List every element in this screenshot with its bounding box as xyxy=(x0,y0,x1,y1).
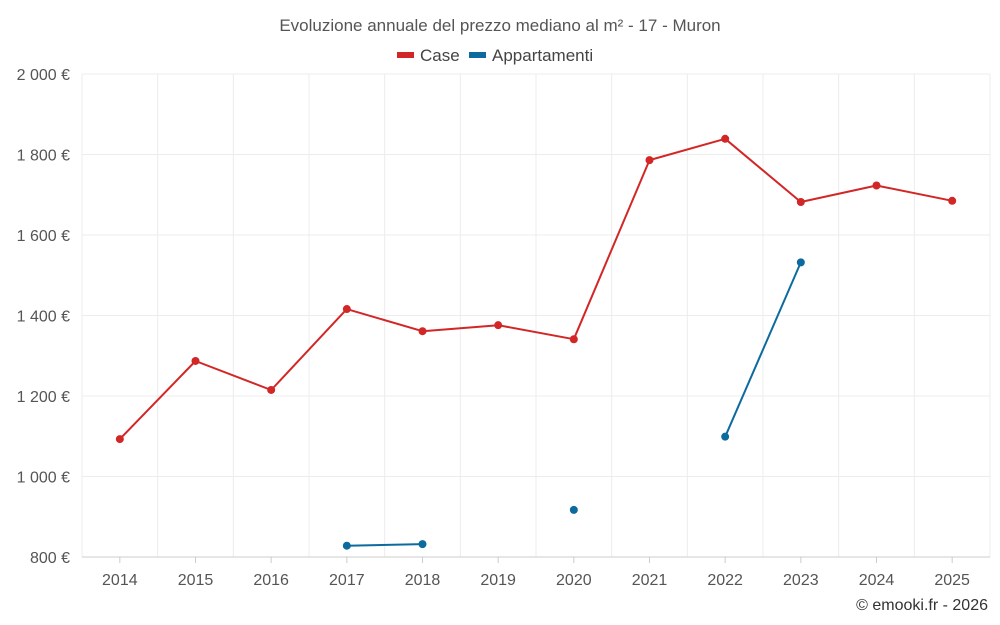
data-point-case xyxy=(721,134,730,143)
plot-area xyxy=(115,134,957,550)
data-point-appartamenti xyxy=(342,541,351,550)
legend-item-appartamenti[interactable]: Appartamenti xyxy=(492,46,593,65)
data-point-appartamenti xyxy=(796,258,805,267)
y-tick-label: 1 200 € xyxy=(17,389,70,406)
x-axis: 2014 2015 2016 2017 2018 2019 2020 2021 2022 2023… xyxy=(82,556,990,589)
data-point-case xyxy=(191,356,200,365)
series-line-appartamenti xyxy=(346,543,423,547)
data-point-case xyxy=(948,196,957,205)
data-point-case xyxy=(267,385,276,394)
y-tick-label: 1 800 € xyxy=(17,148,70,165)
legend-swatch-case[interactable] xyxy=(397,52,414,58)
x-tick-label: 2019 xyxy=(480,572,516,589)
data-point-case xyxy=(872,181,881,190)
data-point-case xyxy=(796,197,805,206)
x-tick-label: 2024 xyxy=(859,572,895,589)
x-tick-label: 2017 xyxy=(329,572,365,589)
y-axis: 800 € 1 000 € 1 200 € 1 400 € 1 600 € 1 800 €… xyxy=(17,67,70,567)
x-tick-label: 2025 xyxy=(934,572,970,589)
grid xyxy=(81,73,991,557)
x-tick-label: 2018 xyxy=(405,572,441,589)
legend: Case Appartamenti xyxy=(397,46,593,65)
legend-swatch-appartamenti[interactable] xyxy=(469,52,486,58)
series-line-case xyxy=(119,137,953,440)
data-point-case xyxy=(494,321,503,330)
x-tick-label: 2015 xyxy=(178,572,214,589)
y-tick-label: 800 € xyxy=(30,550,70,567)
series-line-appartamenti xyxy=(724,262,802,438)
x-tick-label: 2020 xyxy=(556,572,592,589)
data-point-case xyxy=(115,435,124,444)
data-point-case xyxy=(342,305,351,314)
x-tick-label: 2021 xyxy=(632,572,668,589)
x-tick-label: 2023 xyxy=(783,572,819,589)
y-tick-label: 2 000 € xyxy=(17,67,70,84)
x-tick-label: 2022 xyxy=(707,572,743,589)
x-tick-label: 2016 xyxy=(253,572,289,589)
data-point-case xyxy=(645,156,654,165)
chart-title: Evoluzione annuale del prezzo mediano al… xyxy=(279,16,720,35)
data-point-appartamenti xyxy=(569,505,578,514)
legend-item-case[interactable]: Case xyxy=(420,46,460,65)
data-point-appartamenti xyxy=(721,432,730,441)
credit-text: © emooki.fr - 2026 xyxy=(856,597,988,614)
y-tick-label: 1 600 € xyxy=(17,228,70,245)
y-tick-label: 1 400 € xyxy=(17,309,70,326)
y-tick-label: 1 000 € xyxy=(17,470,70,487)
data-point-case xyxy=(418,327,427,336)
x-tick-label: 2014 xyxy=(102,572,138,589)
data-point-case xyxy=(569,335,578,344)
data-point-appartamenti xyxy=(418,540,427,549)
